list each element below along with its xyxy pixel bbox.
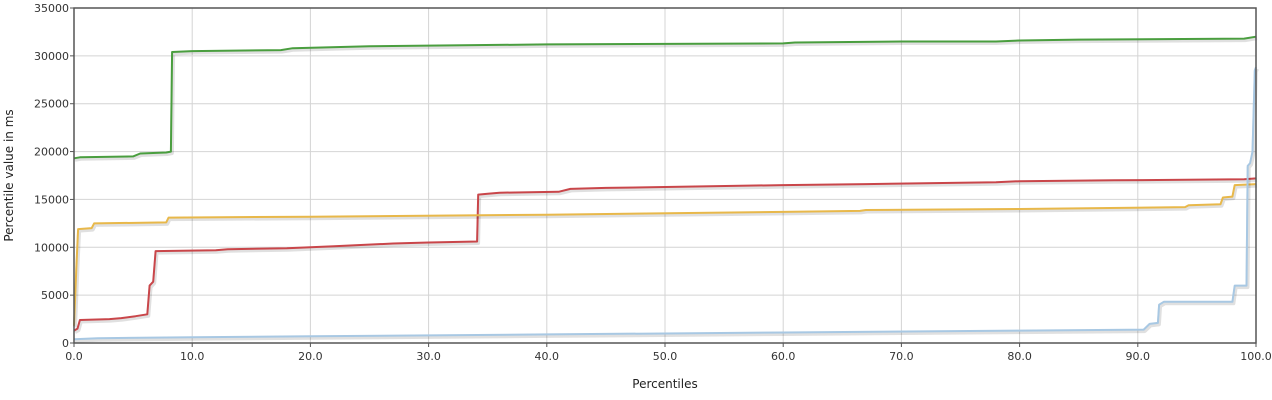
- series-lines: [73, 35, 1259, 343]
- y-tick-label: 0: [62, 337, 69, 350]
- x-tick-labels: 0.0 10.0 20.0 30.0 40.0 50.0 60.0 70.0 80.0 90.0 1…: [65, 350, 1272, 363]
- y-axis-title: Percentile value in ms: [2, 109, 16, 241]
- series-3-line: [73, 183, 1257, 326]
- x-tick-label: 90.0: [1126, 350, 1151, 363]
- x-tick-label: 30.0: [416, 350, 441, 363]
- y-tick-label: 35000: [34, 2, 69, 15]
- y-tick-label: 10000: [34, 241, 69, 254]
- series-4-shadow: [74, 68, 1259, 343]
- y-tick-label: 5000: [41, 289, 69, 302]
- x-tick-label: 40.0: [535, 350, 560, 363]
- x-tick-label: 20.0: [298, 350, 323, 363]
- x-axis-title: Percentiles: [632, 377, 697, 391]
- series-1-line: [73, 35, 1257, 160]
- grid-lines: [70, 7, 1257, 347]
- y-tick-labels: 0 5000 10000 15000 20000 25000 30000 35000: [34, 2, 69, 350]
- y-tick-label: 30000: [34, 50, 69, 63]
- x-tick-label: 10.0: [180, 350, 205, 363]
- series-2-shadow: [74, 177, 1258, 334]
- x-tick-label: 80.0: [1007, 350, 1032, 363]
- x-tick-label: 70.0: [889, 350, 914, 363]
- x-tick-label: 60.0: [771, 350, 796, 363]
- series-1-shadow: [74, 36, 1258, 162]
- x-tick-label: 100.0: [1240, 350, 1272, 363]
- plot-frame: [73, 7, 1257, 344]
- y-tick-label: 25000: [34, 98, 69, 111]
- y-tick-label: 15000: [34, 193, 69, 206]
- series-4-line: [73, 66, 1257, 341]
- x-tick-label: 50.0: [653, 350, 678, 363]
- x-tick-label: 0.0: [65, 350, 83, 363]
- series-3-shadow: [73, 183, 1258, 328]
- y-tick-label: 20000: [34, 146, 69, 159]
- series-2-line: [73, 177, 1257, 332]
